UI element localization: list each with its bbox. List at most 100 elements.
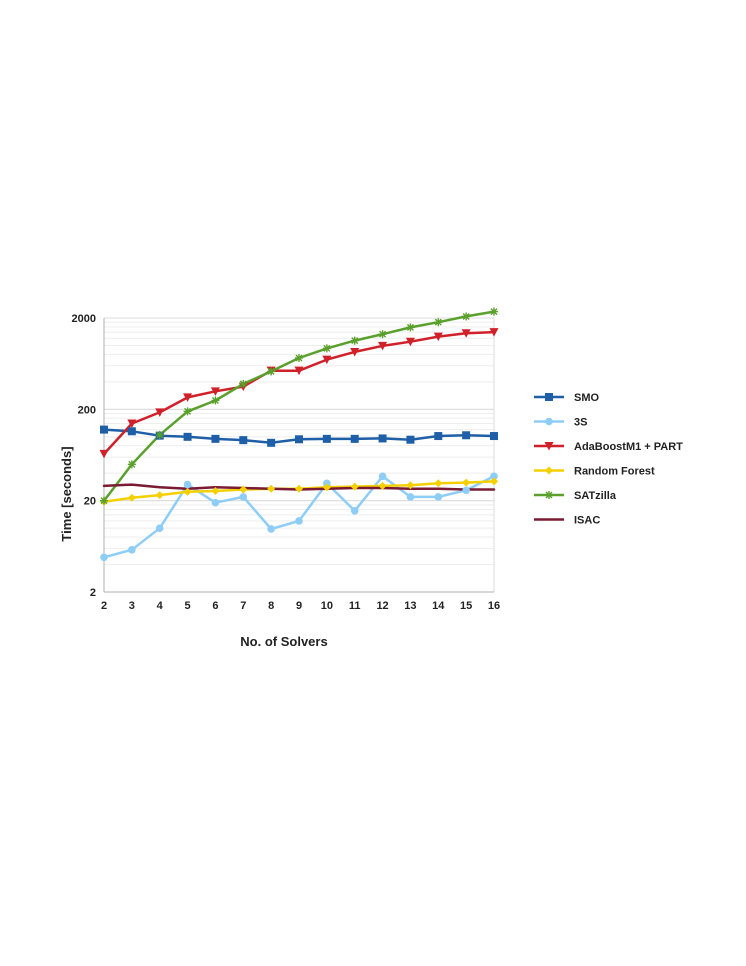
data-point-marker (295, 353, 303, 362)
legend-label: SATzilla (574, 490, 617, 502)
data-point-marker (183, 480, 192, 489)
data-point-marker (183, 432, 192, 441)
data-point-marker (489, 328, 499, 337)
data-point-marker (378, 481, 387, 490)
data-point-marker (434, 318, 443, 327)
x-tick-label: 3 (129, 600, 135, 612)
data-point-marker (267, 438, 276, 447)
legend-label: AdaBoostM1 + PART (574, 441, 683, 453)
data-point-marker (462, 431, 471, 440)
data-point-marker (462, 312, 471, 321)
data-point-marker (378, 472, 387, 481)
x-tick-label: 7 (240, 600, 246, 612)
data-point-marker (211, 498, 220, 507)
legend: SMO 3S AdaBoostM1 + PART Random Forest SATzi… (534, 392, 683, 527)
legend-label: 3S (574, 417, 587, 429)
data-point-marker (322, 355, 332, 365)
data-point-marker (434, 479, 443, 488)
x-tick-label: 11 (349, 600, 361, 612)
data-point-marker (183, 407, 192, 416)
data-point-marker (100, 425, 108, 434)
data-point-marker (378, 341, 388, 351)
x-tick-label: 16 (488, 600, 500, 612)
y-axis-title: Time [seconds] (59, 446, 74, 541)
x-tick-label: 5 (185, 600, 191, 612)
data-point-marker (545, 466, 553, 475)
data-point-marker (545, 393, 553, 401)
data-point-marker (155, 430, 164, 439)
x-tick-label: 13 (404, 600, 416, 612)
data-point-marker (211, 487, 220, 496)
data-point-marker (127, 427, 136, 436)
x-tick-label: 8 (268, 600, 274, 612)
data-point-marker (127, 460, 136, 469)
data-point-marker (295, 484, 303, 493)
data-point-marker (211, 396, 220, 405)
data-point-marker (461, 329, 471, 338)
data-point-marker (155, 408, 165, 417)
grid-lines (104, 317, 495, 593)
data-point-marker (405, 337, 415, 347)
series-line (102, 310, 496, 502)
data-point-marker (183, 393, 193, 402)
data-point-marker (406, 493, 415, 501)
data-point-marker (378, 330, 387, 339)
data-point-marker (462, 478, 471, 487)
series-markers (99, 307, 499, 562)
data-point-marker (406, 323, 415, 332)
data-point-marker (295, 517, 303, 525)
data-point-marker (433, 332, 443, 342)
x-tick-label: 10 (321, 600, 333, 612)
data-point-marker (239, 485, 248, 494)
data-point-marker (434, 493, 443, 501)
data-point-marker (267, 367, 276, 376)
x-tick-label: 14 (432, 600, 445, 612)
data-point-marker (100, 496, 108, 505)
data-point-marker (350, 506, 359, 515)
data-point-marker (322, 434, 331, 443)
data-point-marker (128, 545, 136, 554)
data-point-marker (322, 344, 331, 353)
x-tick-label: 4 (157, 600, 164, 612)
data-point-marker (544, 442, 554, 451)
y-tick-label: 200 (78, 404, 96, 416)
x-tick-label: 6 (212, 600, 218, 612)
data-point-marker (239, 379, 248, 388)
data-point-marker (99, 449, 109, 459)
x-tick-label: 15 (460, 600, 472, 612)
y-tick-label: 20 (84, 496, 96, 508)
data-point-marker (350, 482, 359, 491)
data-point-marker (323, 479, 331, 488)
data-point-marker (239, 493, 248, 501)
y-tick-label: 2000 (72, 313, 96, 325)
legend-label: ISAC (574, 515, 600, 527)
y-tick-label: 2 (90, 587, 96, 599)
data-point-marker (183, 487, 192, 496)
data-point-marker (295, 435, 303, 444)
tick-labels: 2 20 200 2000 2 3 4 5 6 7 8 9 10 11 12 13 14 15 16 (72, 313, 501, 612)
data-point-marker (490, 472, 498, 481)
data-point-marker (490, 477, 498, 486)
data-point-marker (127, 493, 136, 502)
data-point-marker (490, 432, 498, 441)
data-point-marker (545, 491, 553, 499)
data-point-marker (211, 434, 220, 443)
data-point-marker (267, 525, 275, 533)
data-point-marker (267, 484, 276, 493)
data-point-marker (210, 387, 220, 396)
x-tick-label: 2 (101, 600, 107, 612)
data-point-marker (239, 436, 248, 445)
data-point-marker (294, 366, 304, 376)
data-point-marker (406, 481, 415, 490)
legend-label: SMO (574, 392, 600, 404)
data-point-marker (100, 553, 108, 562)
data-point-marker (545, 417, 553, 426)
legend-label: Random Forest (574, 466, 655, 478)
x-tick-label: 9 (296, 600, 302, 612)
data-point-marker (378, 434, 387, 443)
data-point-marker (155, 491, 164, 500)
data-point-marker (434, 432, 443, 441)
data-point-marker (155, 524, 164, 532)
x-axis-title: No. of Solvers (240, 634, 327, 649)
